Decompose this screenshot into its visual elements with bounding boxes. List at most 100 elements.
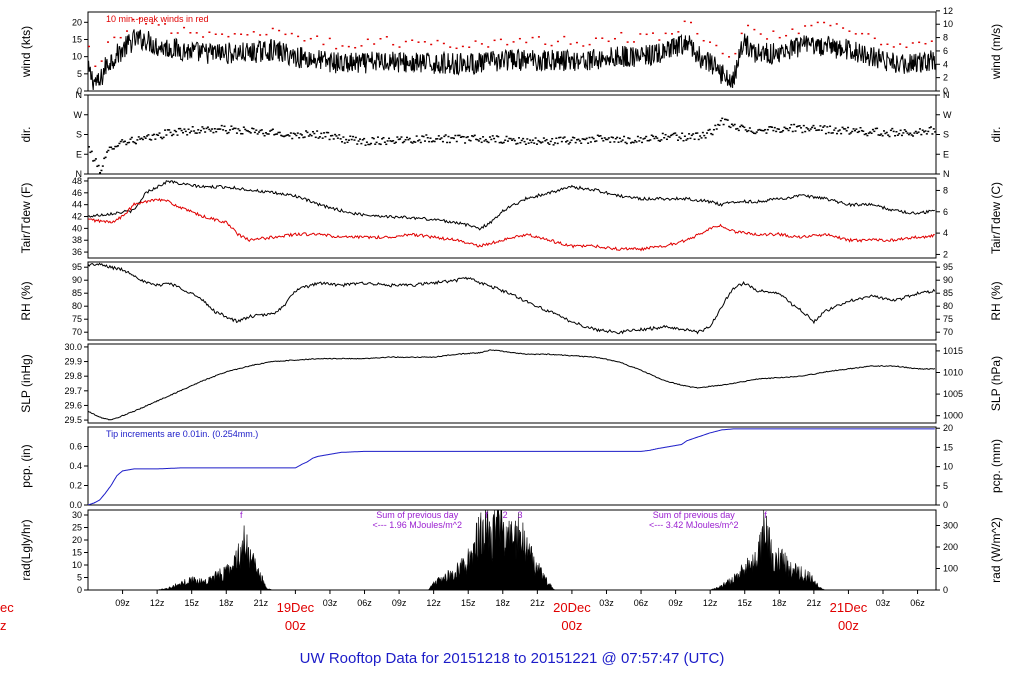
data-point bbox=[155, 133, 158, 136]
data-point bbox=[883, 130, 885, 132]
data-point bbox=[928, 126, 931, 129]
data-point bbox=[884, 132, 887, 135]
data-point bbox=[262, 132, 265, 135]
data-point bbox=[786, 128, 789, 130]
data-point bbox=[696, 132, 699, 134]
data-point bbox=[453, 137, 456, 140]
data-point bbox=[707, 129, 710, 132]
data-point bbox=[383, 141, 386, 143]
series-Tair bbox=[88, 180, 935, 231]
data-point bbox=[208, 31, 211, 33]
data-point bbox=[826, 126, 829, 128]
data-point bbox=[439, 138, 442, 140]
data-point bbox=[246, 34, 249, 36]
data-point bbox=[418, 139, 421, 141]
data-point bbox=[101, 165, 104, 167]
data-point bbox=[482, 136, 485, 138]
data-point bbox=[617, 141, 620, 143]
data-point bbox=[910, 134, 913, 136]
data-point bbox=[693, 138, 696, 141]
data-point bbox=[229, 129, 232, 131]
data-point bbox=[537, 36, 540, 38]
data-point bbox=[217, 128, 220, 130]
data-point bbox=[566, 140, 569, 142]
data-point bbox=[281, 135, 284, 137]
data-point bbox=[710, 132, 713, 135]
data-point bbox=[341, 141, 344, 143]
data-point bbox=[158, 132, 161, 134]
ylabel-left: wind (kts) bbox=[19, 26, 33, 78]
data-point bbox=[107, 41, 110, 43]
data-point bbox=[150, 139, 153, 141]
data-point bbox=[462, 136, 465, 138]
data-point bbox=[325, 131, 328, 134]
data-point bbox=[193, 130, 196, 132]
data-point bbox=[741, 125, 744, 128]
data-point bbox=[455, 47, 458, 50]
data-point bbox=[189, 32, 192, 34]
data-point bbox=[223, 125, 226, 128]
data-point bbox=[577, 138, 580, 141]
series-wind-speed bbox=[88, 29, 936, 91]
data-point bbox=[560, 140, 563, 143]
data-point bbox=[88, 45, 90, 48]
data-point bbox=[144, 137, 147, 139]
data-point bbox=[874, 127, 877, 130]
ytick-label-right: 8 bbox=[943, 33, 948, 43]
data-point bbox=[729, 126, 732, 129]
data-point bbox=[845, 130, 848, 132]
data-point bbox=[534, 137, 537, 139]
data-point bbox=[746, 130, 749, 133]
data-point bbox=[831, 132, 834, 134]
data-point bbox=[858, 130, 861, 133]
data-point bbox=[195, 32, 198, 34]
data-point bbox=[411, 39, 414, 41]
data-point bbox=[715, 44, 718, 47]
data-point bbox=[932, 128, 935, 130]
date-label: 21Dec bbox=[830, 600, 868, 615]
data-point bbox=[783, 126, 786, 129]
data-point bbox=[303, 136, 306, 138]
data-point bbox=[123, 140, 126, 143]
data-point bbox=[449, 46, 452, 48]
data-point bbox=[159, 136, 162, 139]
data-point bbox=[912, 135, 915, 137]
data-point bbox=[881, 135, 884, 137]
data-point bbox=[271, 128, 274, 131]
date-time-label: 00z bbox=[561, 618, 582, 633]
ytick-label: 10 bbox=[72, 560, 82, 570]
data-point bbox=[855, 128, 858, 130]
data-point bbox=[277, 131, 280, 134]
data-point bbox=[299, 133, 302, 135]
data-point bbox=[823, 21, 826, 24]
data-point bbox=[177, 127, 180, 130]
data-point bbox=[787, 129, 790, 132]
data-point bbox=[614, 137, 617, 140]
data-point bbox=[256, 133, 259, 135]
data-point bbox=[300, 134, 303, 136]
data-point bbox=[486, 140, 489, 143]
data-point bbox=[393, 142, 396, 145]
data-point bbox=[712, 128, 715, 131]
data-point bbox=[620, 31, 623, 34]
data-point bbox=[99, 172, 102, 174]
data-point bbox=[356, 143, 359, 145]
data-point bbox=[862, 130, 865, 132]
data-point bbox=[563, 35, 566, 38]
data-point bbox=[873, 130, 876, 133]
ytick-label: 0.2 bbox=[69, 481, 82, 491]
data-point bbox=[260, 129, 263, 131]
data-point bbox=[813, 127, 816, 129]
data-point bbox=[122, 141, 125, 143]
data-point bbox=[722, 123, 725, 126]
panel-annotation: Tip increments are 0.01in. (0.254mm.) bbox=[106, 429, 258, 439]
data-point bbox=[685, 139, 688, 141]
data-point bbox=[195, 132, 198, 134]
radiation-sum-value: <--- 3.42 MJoules/m^2 bbox=[649, 520, 739, 530]
panel-frame-wind bbox=[87, 11, 937, 92]
data-point bbox=[703, 134, 706, 137]
data-point bbox=[276, 133, 279, 135]
data-point bbox=[544, 43, 547, 45]
data-point bbox=[646, 139, 649, 142]
ytick-label-right: 5 bbox=[943, 481, 948, 491]
